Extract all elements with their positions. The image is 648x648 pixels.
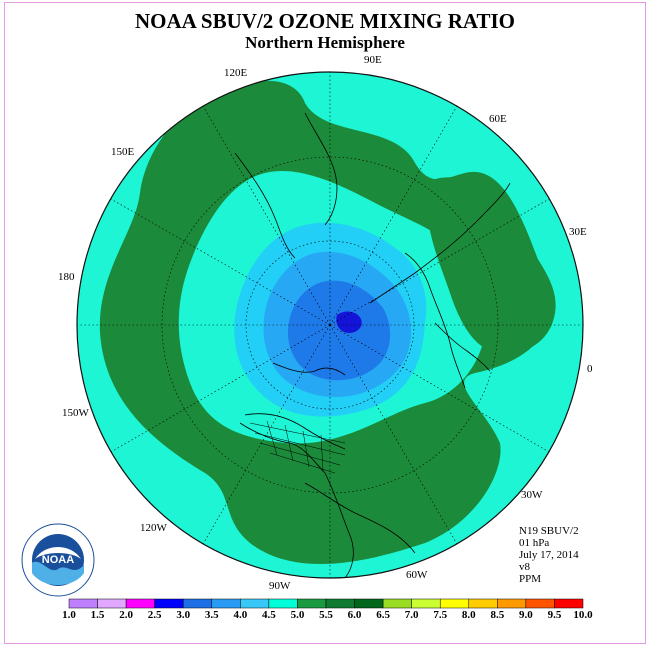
longitude-label-90w: 90W bbox=[269, 580, 291, 592]
longitude-label-150e: 150E bbox=[111, 146, 135, 158]
ozone-level-2-5 bbox=[336, 311, 362, 333]
colorbar-tick-label: 6.5 bbox=[376, 609, 390, 621]
polar-map bbox=[76, 71, 584, 579]
colorbar-tick-label: 6.0 bbox=[347, 609, 362, 621]
colorbar-tick-label: 3.0 bbox=[176, 609, 191, 621]
longitude-label-60e: 60E bbox=[489, 113, 507, 125]
colorbar-tick-label: 5.0 bbox=[290, 609, 305, 621]
longitude-label-150w: 150W bbox=[62, 407, 89, 419]
longitude-label-120w: 120W bbox=[140, 522, 167, 534]
map-frame: NOAA SBUV/2 OZONE MIXING RATIO Northern … bbox=[4, 2, 646, 644]
longitude-label-180: 180 bbox=[58, 271, 75, 283]
colorbar-tick-label: 4.0 bbox=[233, 609, 248, 621]
longitude-label-30w: 30W bbox=[521, 489, 543, 501]
units-label: PPM bbox=[519, 573, 542, 585]
noaa-logo-text: NOAA bbox=[42, 554, 74, 566]
ozone-level-3-0 bbox=[287, 280, 391, 381]
colorbar-tick-label: 4.5 bbox=[262, 609, 276, 621]
page-subtitle: Northern Hemisphere bbox=[245, 33, 405, 52]
political-boundaries bbox=[249, 420, 346, 474]
date-label: July 17, 2014 bbox=[519, 549, 579, 561]
info-block: N19 SBUV/2 01 hPa July 17, 2014 v8 PPM bbox=[519, 525, 579, 585]
colorbar-tick-label: 2.0 bbox=[119, 609, 133, 621]
coastlines bbox=[234, 112, 511, 578]
longitude-label-60w: 60W bbox=[406, 569, 428, 581]
longitude-label-30e: 30E bbox=[569, 226, 587, 238]
version-label: v8 bbox=[519, 561, 530, 573]
colorbar-tick-label: 7.5 bbox=[433, 609, 448, 621]
longitude-label-0: 0 bbox=[587, 363, 593, 375]
colorbar-tick-label: 8.5 bbox=[490, 609, 505, 621]
colorbar-tick-label: 1.0 bbox=[62, 609, 76, 621]
colorbar-tick-label: 8.0 bbox=[461, 609, 476, 621]
colorbar-tick-label: 10.0 bbox=[573, 609, 593, 621]
colorbar-tick-label: 7.0 bbox=[404, 609, 419, 621]
satellite-label: N19 SBUV/2 bbox=[519, 525, 579, 537]
longitude-label-120e: 120E bbox=[224, 67, 248, 79]
map-rim bbox=[76, 71, 584, 579]
longitude-label-90e: 90E bbox=[364, 54, 382, 66]
colorbar-tick-label: 9.0 bbox=[519, 609, 533, 621]
colorbar-tick-label: 2.5 bbox=[147, 609, 162, 621]
colorbar-tick-label: 3.5 bbox=[204, 609, 219, 621]
colorbar-tick-label: 1.5 bbox=[90, 609, 105, 621]
pressure-level-label: 01 hPa bbox=[519, 537, 550, 549]
noaa-logo: NOAA bbox=[21, 523, 95, 597]
page-title: NOAA SBUV/2 OZONE MIXING RATIO bbox=[135, 9, 515, 33]
colorbar-tick-label: 9.5 bbox=[547, 609, 562, 621]
colorbar-tick-label: 5.5 bbox=[319, 609, 333, 621]
green-lobe-east bbox=[425, 177, 556, 354]
